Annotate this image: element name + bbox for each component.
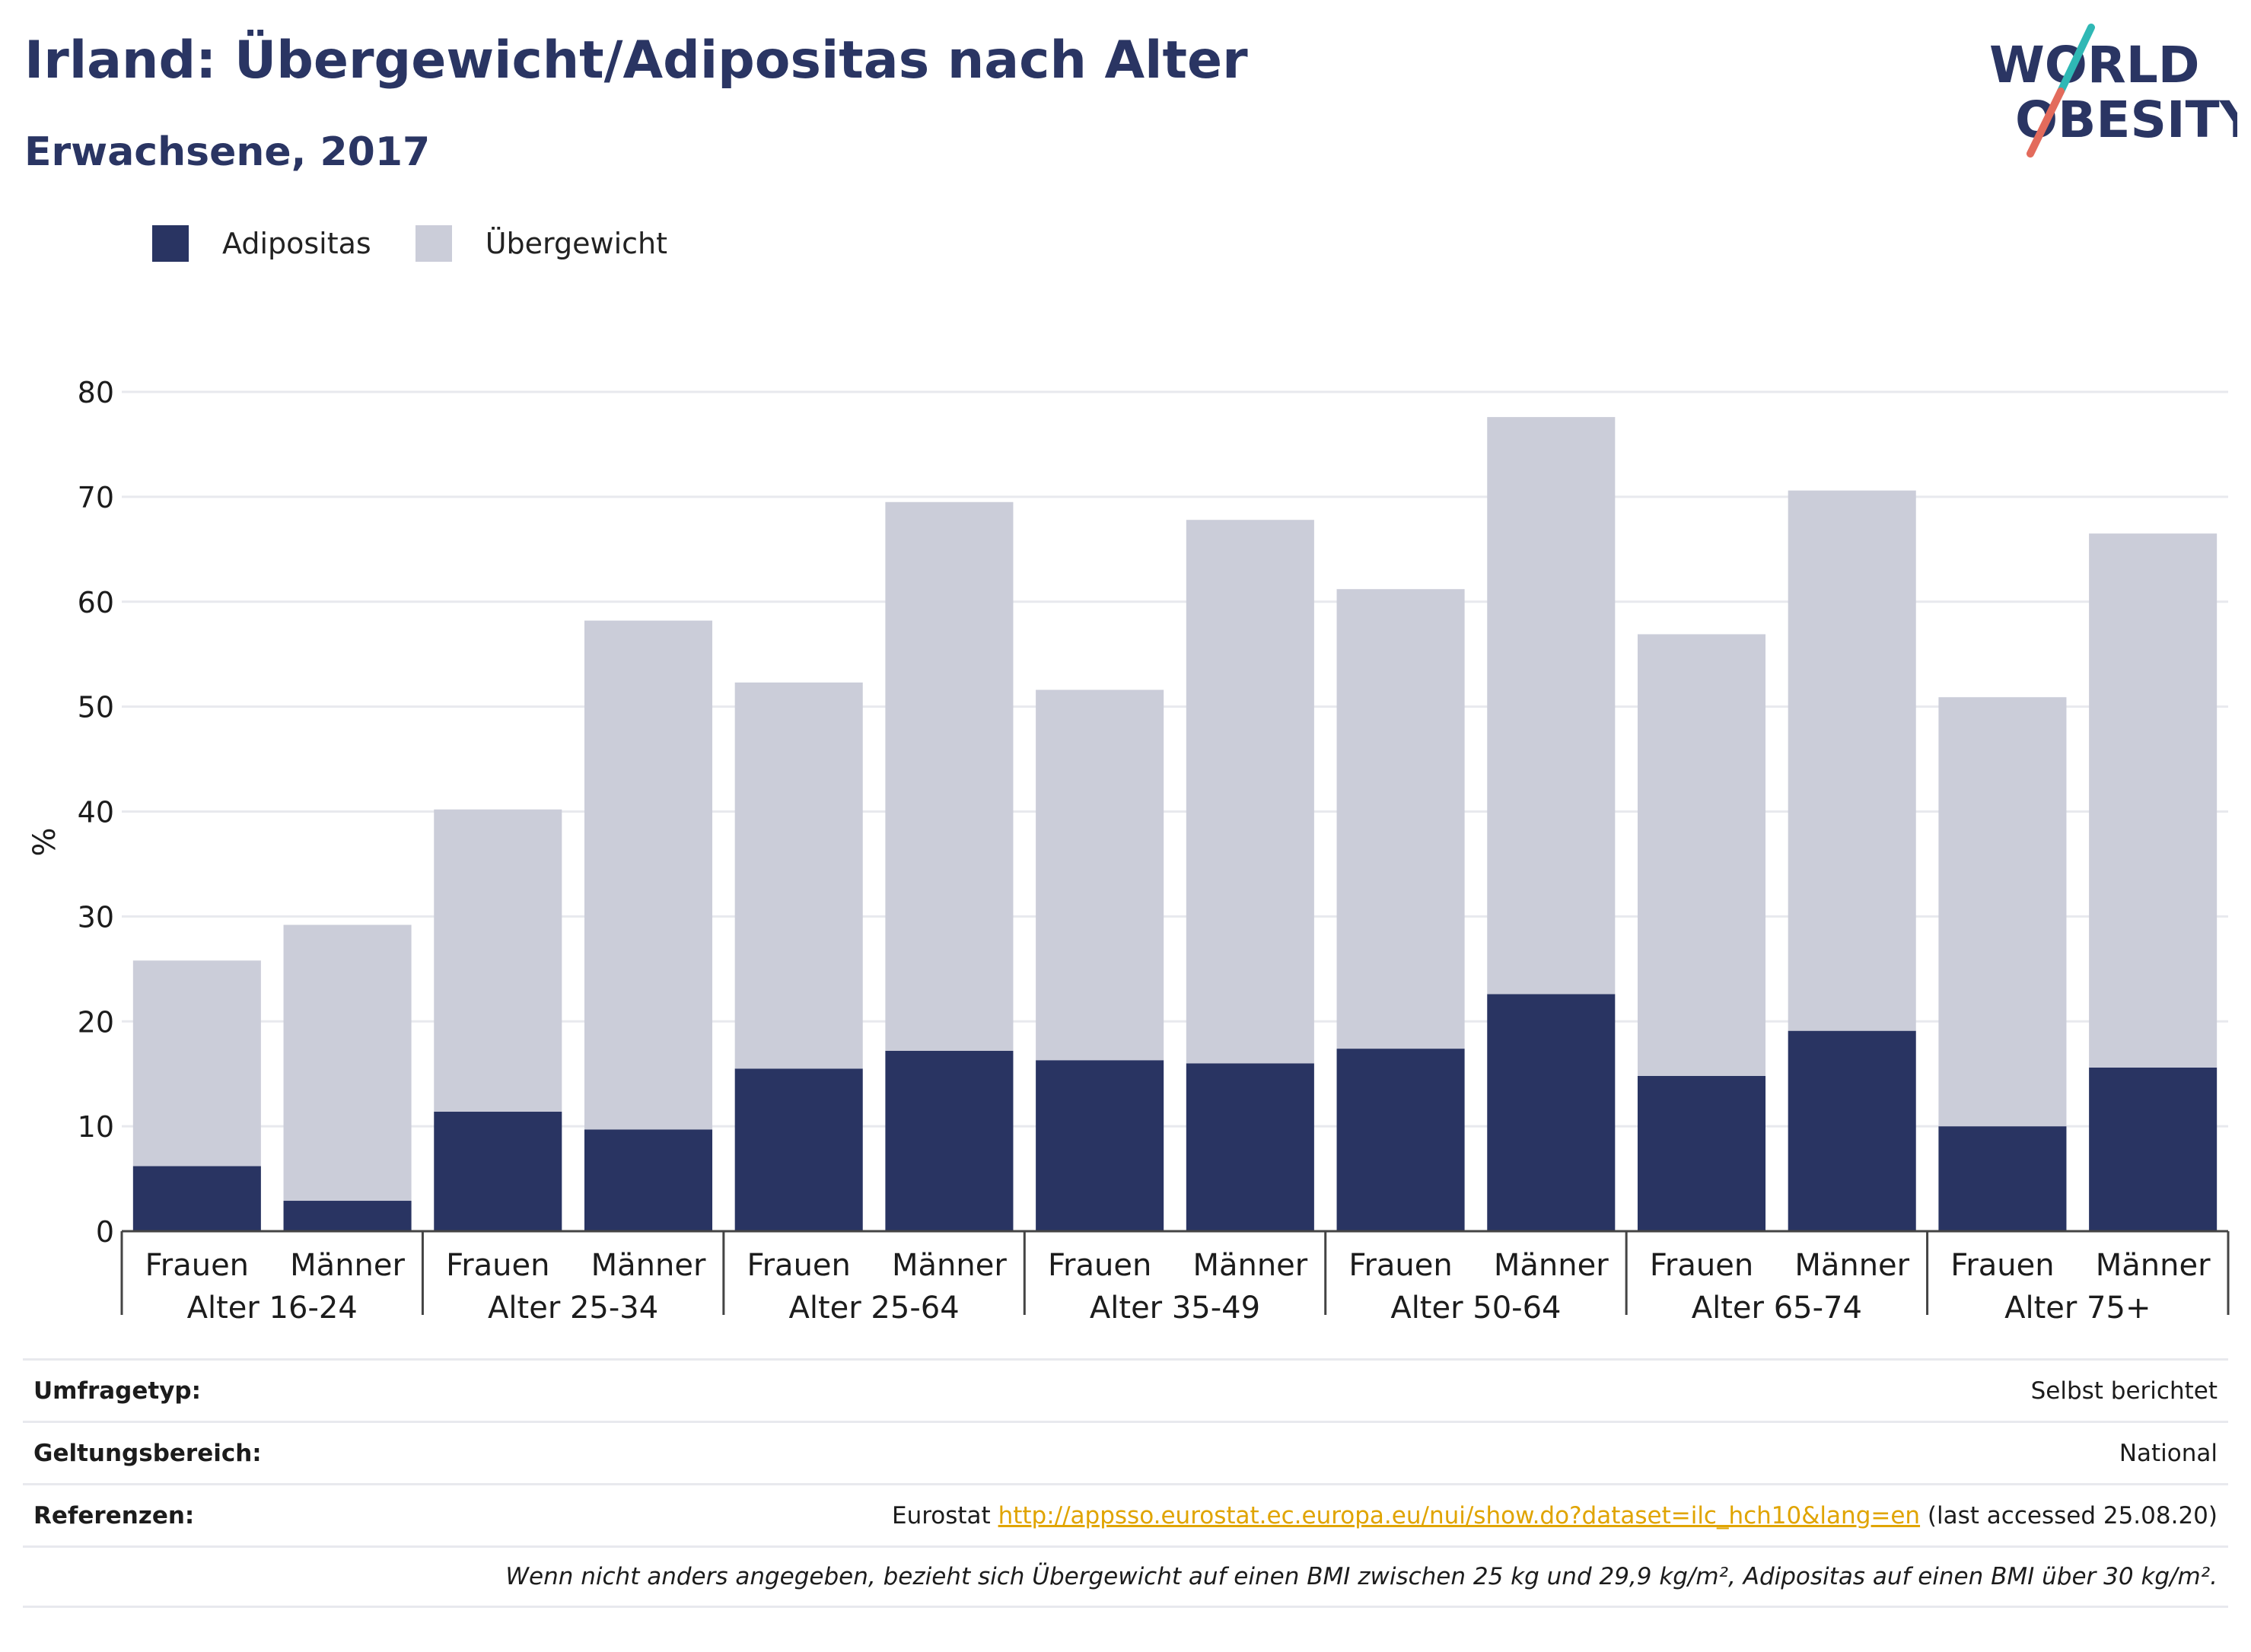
y-tick-label: 40 <box>78 796 114 829</box>
legend-item-adipositas[interactable]: Adipositas <box>152 225 371 262</box>
bar-uebergewicht <box>1036 689 1164 1061</box>
info-row-references: Referenzen: Eurostat http://appsso.euros… <box>23 1483 2228 1545</box>
y-tick-label: 60 <box>78 586 114 619</box>
bar-adipositas <box>1336 1049 1465 1231</box>
bar-adipositas <box>1186 1063 1314 1231</box>
bar-adipositas <box>1788 1030 1916 1231</box>
scope-value: National <box>2119 1439 2218 1467</box>
logo-slash-coral <box>2027 88 2065 158</box>
page-subtitle: Erwachsene, 2017 <box>24 129 431 175</box>
definition-note: Wenn nicht anders angegeben, bezieht sic… <box>505 1563 2218 1590</box>
x-group-label: Alter 16-24 <box>187 1291 358 1326</box>
bar-uebergewicht <box>734 682 863 1069</box>
survey-type-value: Selbst berichtet <box>2030 1377 2218 1405</box>
scope-label: Geltungsbereich: <box>33 1439 262 1467</box>
bar-uebergewicht <box>2089 533 2218 1068</box>
bar-adipositas <box>434 1111 562 1231</box>
y-tick-label: 30 <box>78 900 114 934</box>
bar-uebergewicht <box>283 925 412 1202</box>
bar-uebergewicht <box>885 501 1014 1051</box>
x-tick-label-sex: Frauen <box>1950 1248 2054 1283</box>
x-tick-label-sex: Männer <box>892 1248 1007 1283</box>
bar-adipositas <box>584 1129 713 1231</box>
y-tick-label: 0 <box>96 1215 114 1249</box>
x-tick-label-sex: Frauen <box>747 1248 851 1283</box>
bar-uebergewicht <box>1487 417 1616 995</box>
bar-adipositas <box>1938 1126 2067 1231</box>
bar-uebergewicht <box>1336 589 1465 1049</box>
x-group-label: Alter 65-74 <box>1692 1291 1862 1326</box>
y-axis-label: % <box>27 827 62 856</box>
x-tick-label-sex: Männer <box>1494 1248 1609 1283</box>
bar-adipositas <box>1036 1060 1164 1231</box>
legend-label-uebergewicht: Übergewicht <box>485 227 667 260</box>
bar-adipositas <box>1637 1075 1766 1231</box>
x-tick-label-sex: Männer <box>1794 1248 1909 1283</box>
bar-uebergewicht <box>1788 490 1916 1031</box>
legend-swatch-uebergewicht <box>415 225 452 262</box>
logo-text-world: WORLD <box>1989 36 2200 94</box>
x-tick-label-sex: Frauen <box>446 1248 549 1283</box>
info-row-note: Wenn nicht anders angegeben, bezieht sic… <box>23 1545 2228 1608</box>
x-group-label: Alter 25-34 <box>488 1291 658 1326</box>
y-tick-label: 70 <box>78 481 114 514</box>
y-tick-label: 50 <box>78 691 114 724</box>
bar-uebergewicht <box>584 620 713 1130</box>
y-tick-label: 10 <box>78 1110 114 1144</box>
legend-item-uebergewicht[interactable]: Übergewicht <box>415 225 667 262</box>
y-tick-label: 80 <box>78 376 114 409</box>
info-row-survey: Umfragetyp: Selbst berichtet <box>23 1358 2228 1421</box>
references-prefix: Eurostat <box>891 1501 991 1529</box>
legend-label-adipositas: Adipositas <box>222 227 371 260</box>
x-group-label: Alter 35-49 <box>1090 1291 1260 1326</box>
info-row-scope: Geltungsbereich: National <box>23 1421 2228 1483</box>
x-tick-label-sex: Frauen <box>1348 1248 1452 1283</box>
page-title: Irland: Übergewicht/Adipositas nach Alte… <box>24 30 1248 91</box>
x-group-label: Alter 75+ <box>2004 1291 2151 1326</box>
x-tick-label-sex: Frauen <box>145 1248 249 1283</box>
x-tick-label-sex: Männer <box>1192 1248 1307 1283</box>
survey-type-label: Umfragetyp: <box>33 1377 201 1405</box>
references-value: Eurostat http://appsso.eurostat.ec.europ… <box>892 1502 2218 1529</box>
x-group-label: Alter 25-64 <box>788 1291 959 1326</box>
references-label: Referenzen: <box>33 1501 195 1529</box>
bar-uebergewicht <box>1637 634 1766 1076</box>
bar-adipositas <box>283 1201 412 1231</box>
bar-adipositas <box>1487 994 1616 1231</box>
legend-swatch-adipositas <box>152 225 189 262</box>
chart-legend: Adipositas Übergewicht <box>152 225 712 262</box>
logo-slash-teal <box>2057 24 2095 95</box>
bar-adipositas <box>2089 1067 2218 1231</box>
y-tick-label: 20 <box>78 1005 114 1039</box>
world-obesity-logo: WORLD OBESITY <box>1989 24 2237 158</box>
stacked-bar-chart: 0 10 20 30 40 50 60 70 80% Frauen Männer Frauen Männ… <box>27 376 2230 1326</box>
x-tick-label-sex: Männer <box>290 1248 405 1283</box>
bar-uebergewicht <box>434 809 562 1112</box>
bar-uebergewicht <box>132 960 261 1167</box>
bar-adipositas <box>885 1050 1014 1231</box>
references-suffix: (last accessed 25.08.20) <box>1927 1501 2218 1529</box>
references-link[interactable]: http://appsso.eurostat.ec.europa.eu/nui/… <box>998 1501 1921 1529</box>
info-table: Umfragetyp: Selbst berichtet Geltungsber… <box>23 1358 2228 1608</box>
bar-adipositas <box>734 1068 863 1231</box>
x-tick-label-sex: Männer <box>2096 1248 2211 1283</box>
x-group-label: Alter 50-64 <box>1390 1291 1561 1326</box>
x-tick-label-sex: Frauen <box>1048 1248 1151 1283</box>
bar-uebergewicht <box>1938 697 2067 1127</box>
x-tick-label-sex: Frauen <box>1650 1248 1753 1283</box>
bar-adipositas <box>132 1166 261 1231</box>
x-tick-label-sex: Männer <box>591 1248 706 1283</box>
bar-uebergewicht <box>1186 520 1314 1064</box>
